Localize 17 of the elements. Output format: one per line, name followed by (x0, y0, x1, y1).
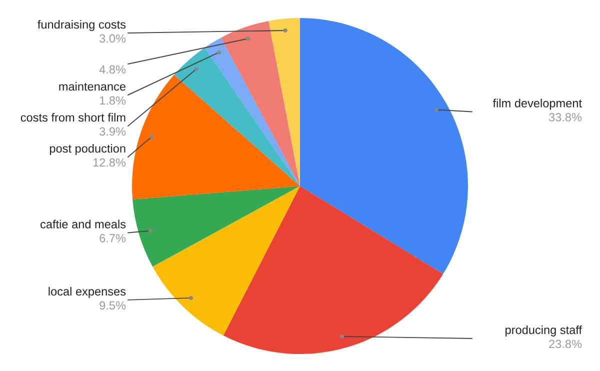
slice-label: costs from short film (20, 112, 126, 122)
slice-label: film development (492, 98, 582, 110)
data-label: 3.9% (100, 127, 126, 136)
slice-label: producing staff (506, 325, 582, 336)
slice-label: caftie and meals (40, 220, 126, 228)
data-label: 12.8% (93, 158, 126, 167)
data-label: 9.5% (100, 301, 126, 310)
data-label: 23.8% (549, 340, 582, 348)
data-label: 4.8% (99, 65, 126, 74)
data-label: 1.8% (100, 96, 126, 105)
slice-label: post poduction (50, 144, 126, 155)
slice-label: maintenance (59, 82, 126, 91)
slice-label: local expenses (48, 286, 126, 298)
data-label: 33.8% (548, 113, 582, 122)
slice-label: fundraising costs (38, 20, 126, 31)
data-label: 3.0% (100, 34, 126, 43)
data-label: 6.7% (100, 234, 126, 242)
